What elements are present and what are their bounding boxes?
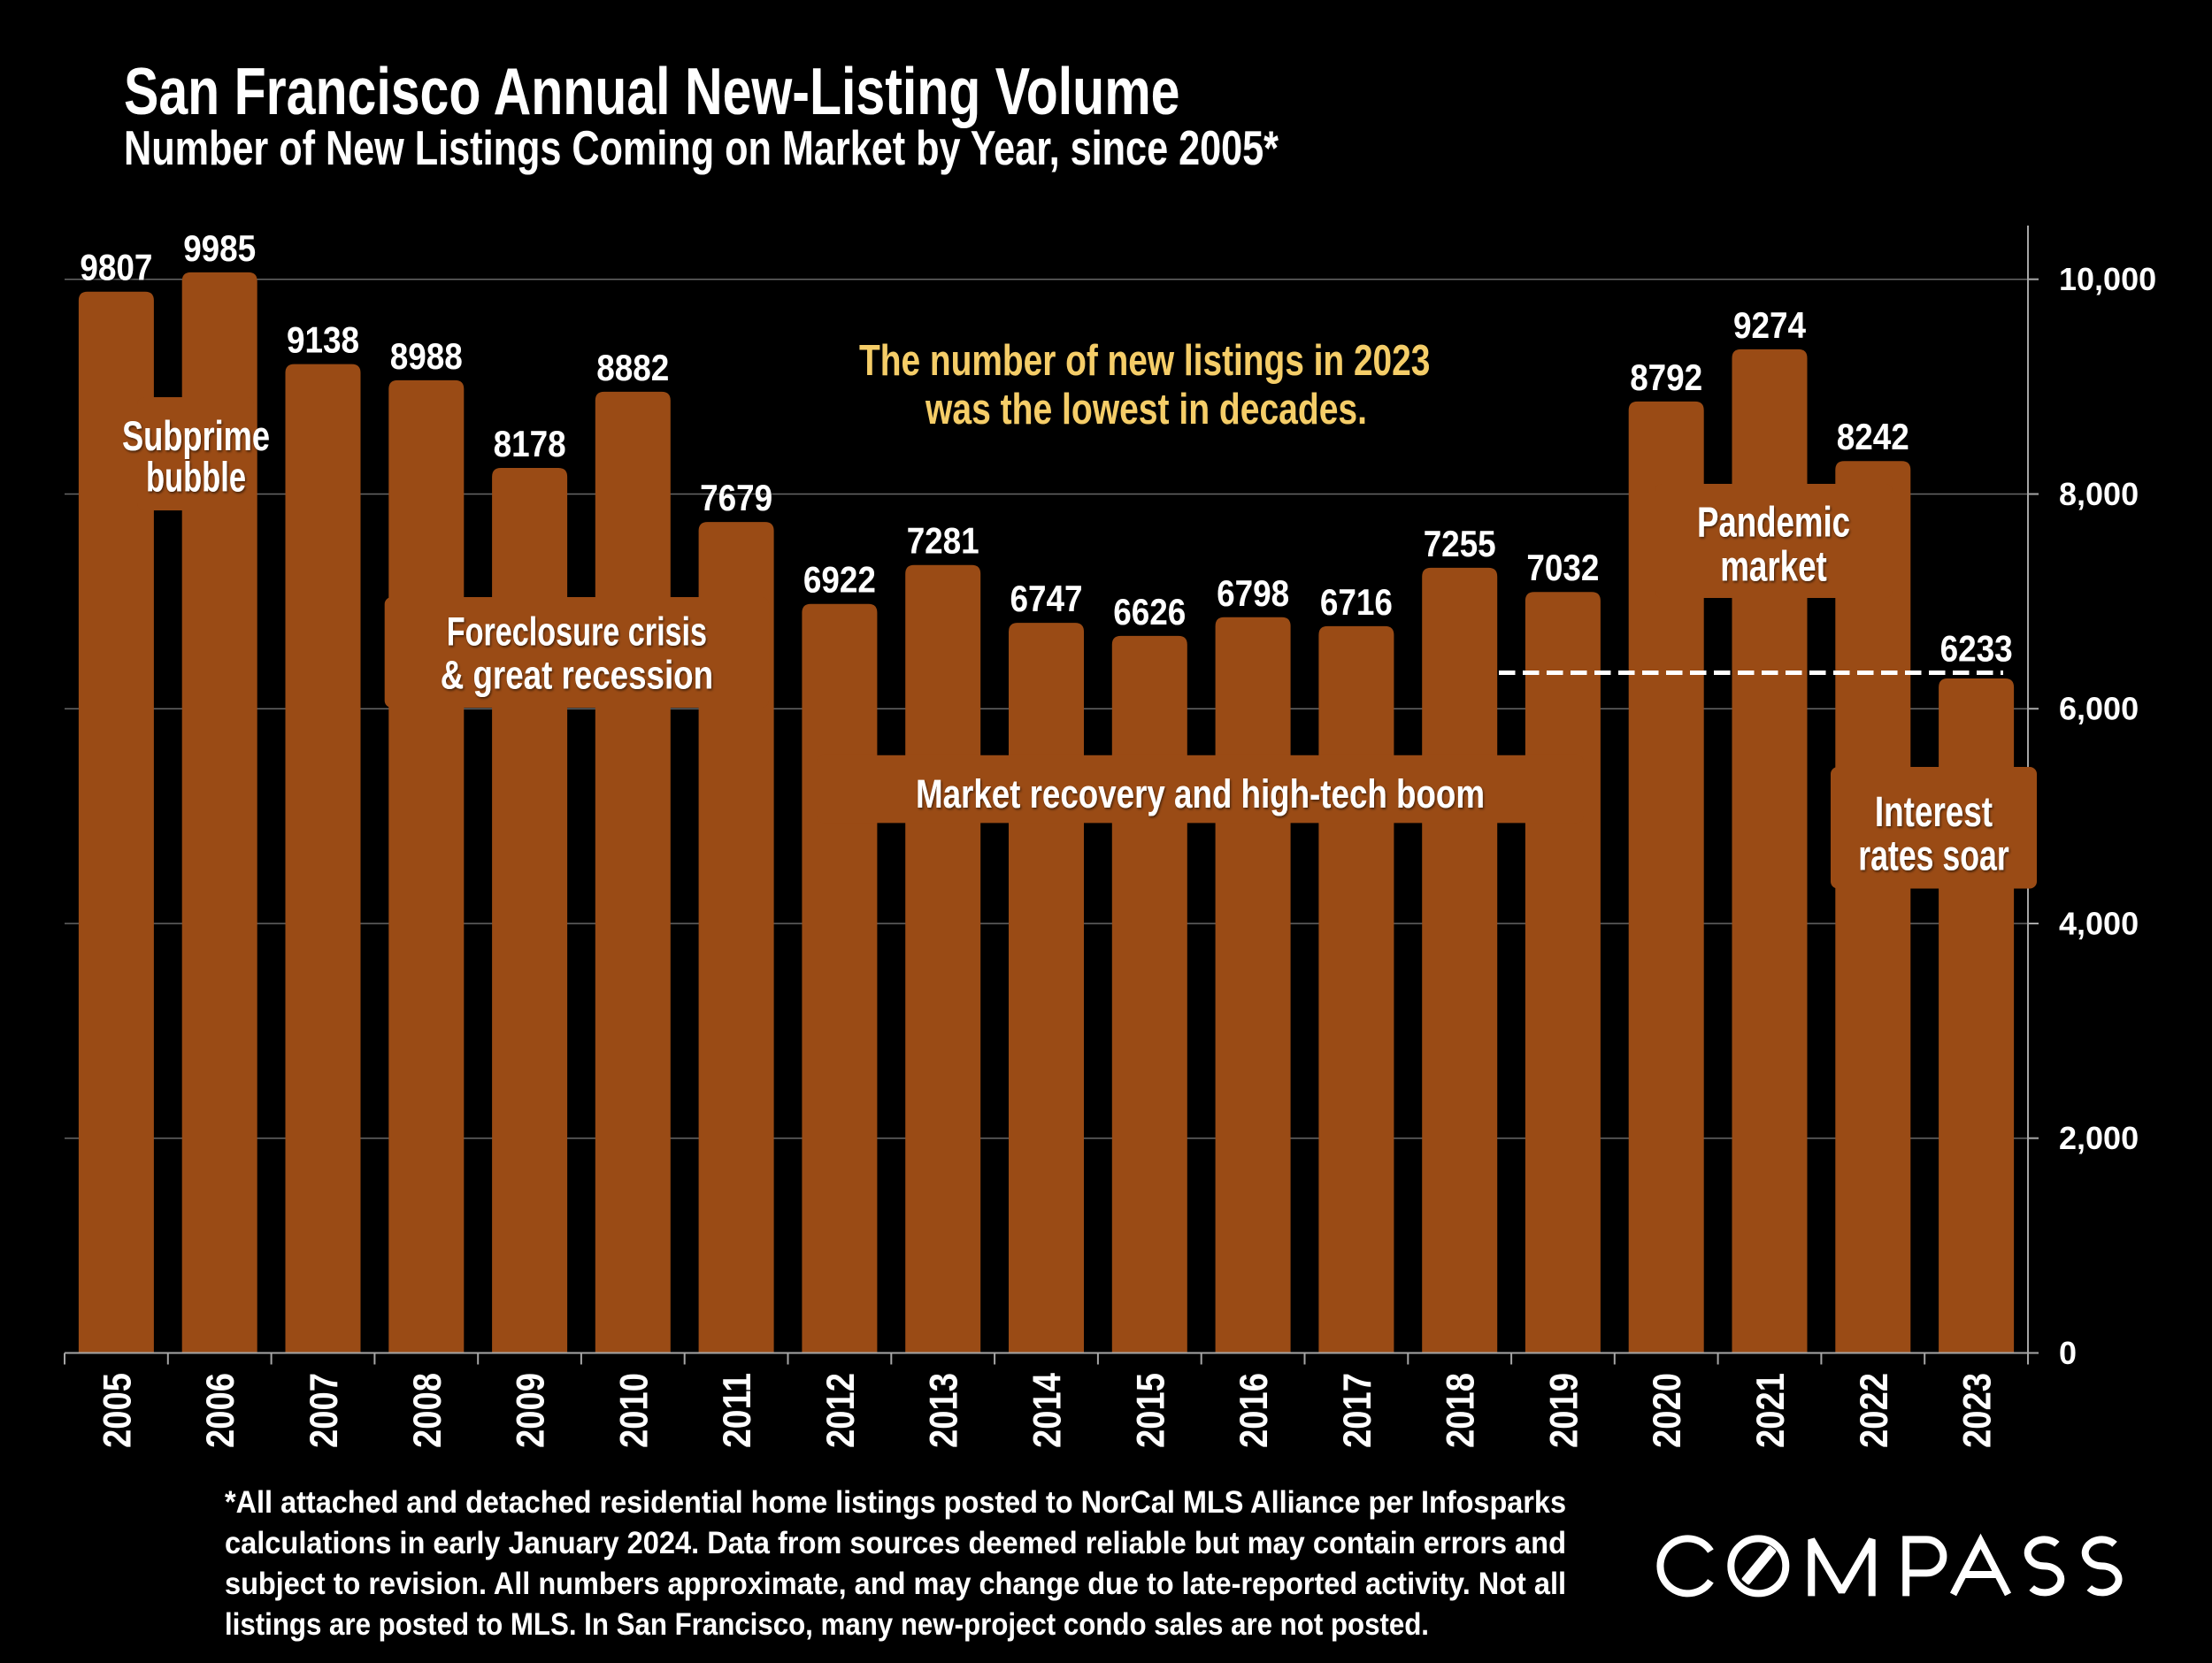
svg-text:9985: 9985 [183,227,256,269]
svg-text:Pandemic: Pandemic [1697,499,1850,547]
svg-text:2006: 2006 [199,1373,242,1448]
svg-text:& great recession: & great recession [441,653,713,698]
svg-text:8988: 8988 [390,335,463,377]
svg-text:6233: 6233 [1940,628,2013,670]
svg-text:2013: 2013 [923,1373,966,1448]
svg-text:2016: 2016 [1233,1373,1276,1448]
svg-text:10,000: 10,000 [2059,261,2156,297]
svg-text:2015: 2015 [1129,1373,1172,1448]
svg-text:6922: 6922 [803,559,876,601]
svg-text:Foreclosure crisis: Foreclosure crisis [447,609,707,655]
svg-text:7679: 7679 [700,477,772,518]
svg-text:7255: 7255 [1424,523,1496,564]
svg-text:6,000: 6,000 [2059,691,2139,727]
svg-text:9138: 9138 [287,319,359,361]
svg-text:Interest: Interest [1875,788,1993,836]
svg-text:2008: 2008 [406,1373,449,1448]
svg-text:Subprime: Subprime [122,412,270,459]
svg-text:2012: 2012 [819,1373,863,1448]
svg-text:8242: 8242 [1837,416,1909,457]
svg-text:2005: 2005 [96,1373,139,1448]
svg-text:2018: 2018 [1440,1373,1483,1448]
svg-text:8792: 8792 [1630,356,1702,398]
svg-text:9807: 9807 [80,247,152,288]
svg-text:4,000: 4,000 [2059,906,2139,942]
svg-text:2009: 2009 [510,1373,553,1448]
svg-text:bubble: bubble [146,454,246,501]
svg-text:*All attached and detached res: *All attached and detached residential h… [225,1485,1566,1520]
svg-text:2021: 2021 [1749,1373,1793,1448]
svg-text:9274: 9274 [1733,304,1806,346]
svg-text:was the lowest in decades.: was the lowest in decades. [925,385,1367,433]
svg-text:6626: 6626 [1113,591,1186,632]
svg-text:subject to revision. All numbe: subject to revision. All numbers approxi… [225,1567,1566,1601]
svg-text:The number of new listings in: The number of new listings in 2023 [859,336,1430,385]
svg-text:6716: 6716 [1320,581,1393,623]
svg-text:2014: 2014 [1026,1373,1070,1448]
svg-text:San Francisco Annual New-Listi: San Francisco Annual New-Listing Volume [124,54,1180,128]
svg-text:6747: 6747 [1010,578,1083,619]
svg-text:2023: 2023 [1956,1373,2000,1448]
svg-text:2017: 2017 [1336,1373,1379,1448]
svg-text:rates soar: rates soar [1858,832,2009,880]
svg-text:2022: 2022 [1853,1373,1896,1448]
svg-text:8,000: 8,000 [2059,476,2139,512]
svg-text:2,000: 2,000 [2059,1120,2139,1156]
svg-text:2011: 2011 [716,1373,759,1448]
svg-text:calculations in early January: calculations in early January 2024. Data… [225,1526,1566,1560]
svg-text:8178: 8178 [494,423,566,464]
svg-text:listings are posted to MLS. In: listings are posted to MLS. In San Franc… [225,1607,1429,1642]
svg-text:market: market [1720,543,1827,591]
svg-text:6798: 6798 [1217,572,1289,614]
svg-text:0: 0 [2059,1335,2077,1371]
svg-text:7281: 7281 [907,520,979,562]
svg-text:7032: 7032 [1526,547,1599,588]
svg-text:Market recovery and high-tech: Market recovery and high-tech boom [916,771,1485,816]
svg-text:2020: 2020 [1646,1373,1689,1448]
svg-text:8882: 8882 [596,347,669,388]
svg-text:2010: 2010 [612,1373,656,1448]
svg-text:2007: 2007 [303,1373,346,1448]
svg-text:2019: 2019 [1542,1373,1586,1448]
svg-text:Number of New Listings Coming: Number of New Listings Coming on Market … [124,120,1279,175]
